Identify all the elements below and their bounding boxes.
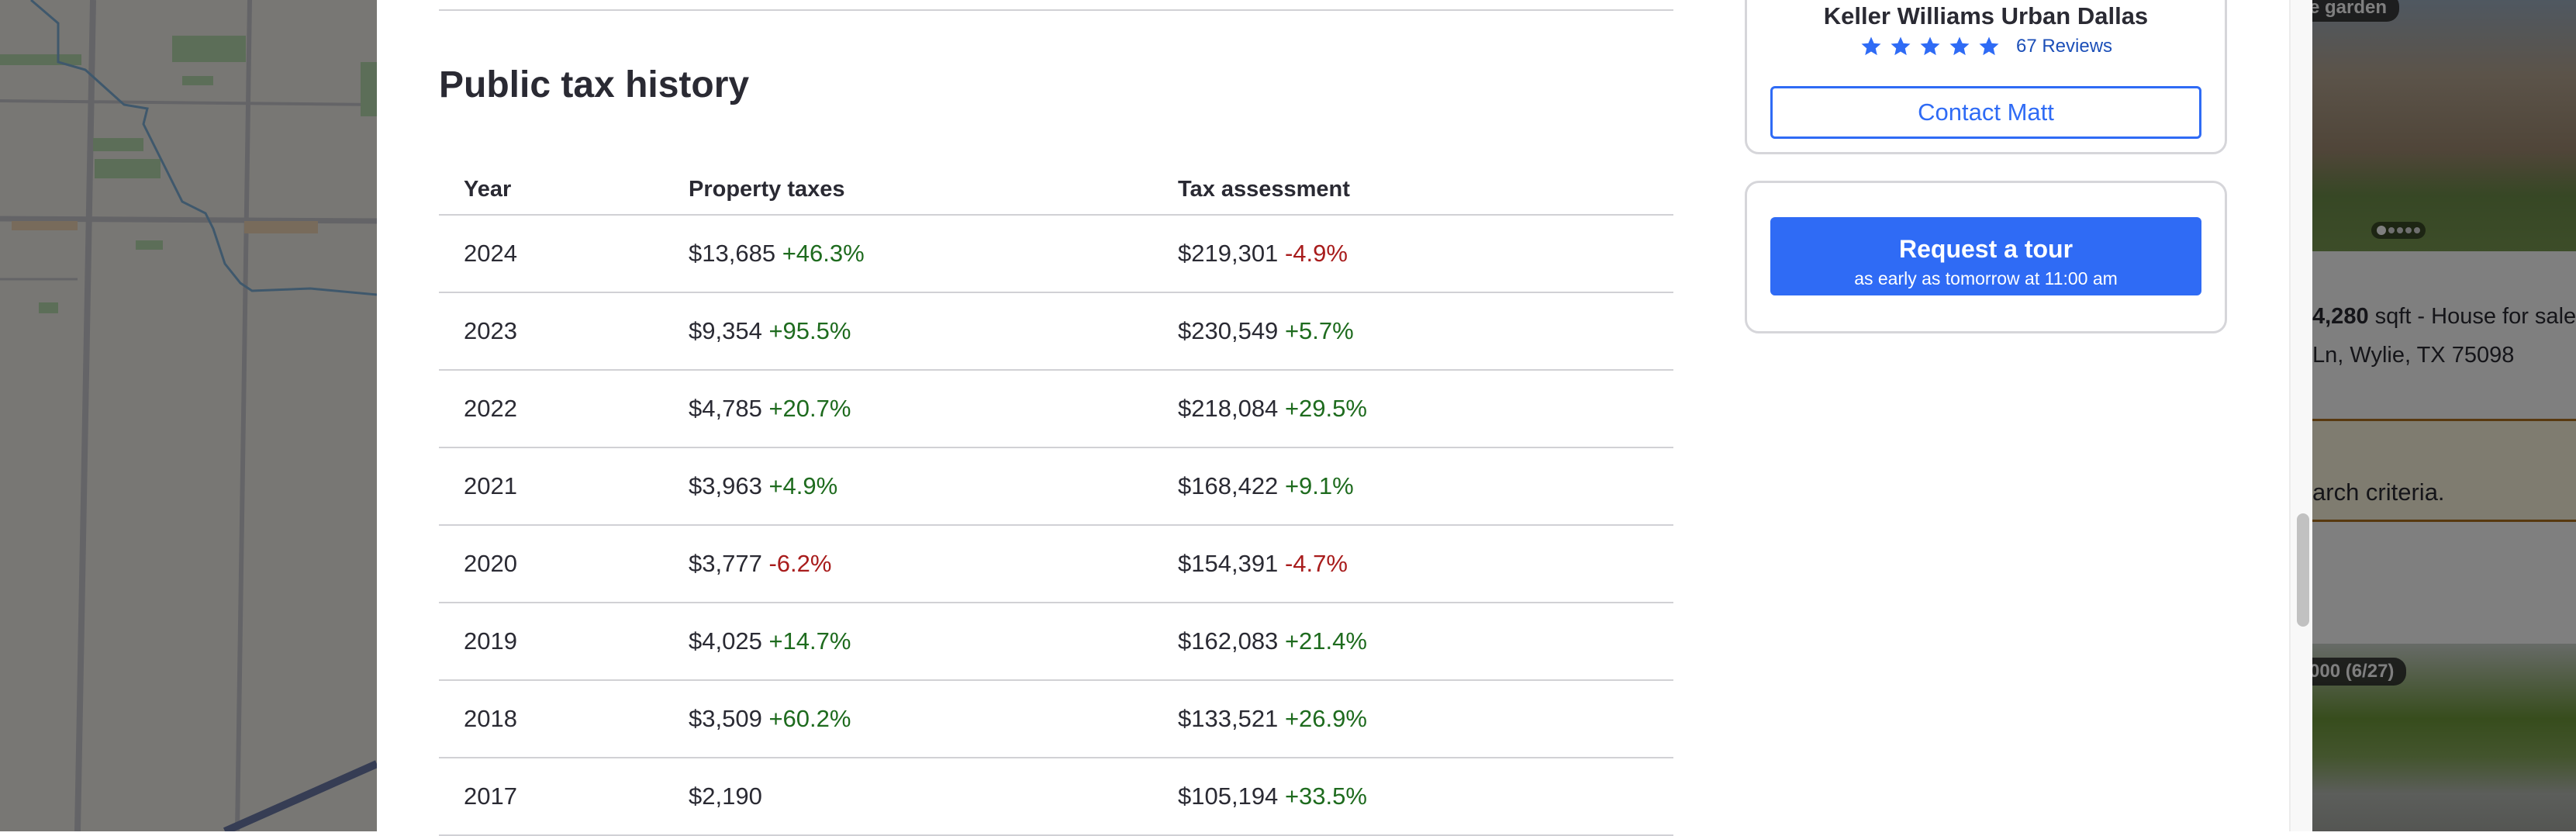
table-row: 2019 $4,025 +14.7% $162,083 +21.4%: [439, 603, 1673, 681]
assessment-value: $218,084: [1178, 395, 1279, 422]
tax-change: +20.7%: [768, 395, 851, 422]
star-icon: [1891, 36, 1911, 56]
section-title: Public tax history: [439, 64, 750, 105]
assessment-value: $230,549: [1178, 317, 1279, 344]
modal-backdrop[interactable]: [0, 0, 377, 831]
listings-panel: e garden 4,280 sqft - House for sale Ln,…: [2312, 0, 2576, 831]
assessment-change: +26.9%: [1284, 705, 1367, 732]
table-body: 2024 $13,685 +46.3% $219,301 -4.9% 2023 $9,3…: [439, 216, 1673, 836]
star-icon: [1979, 36, 1999, 56]
property-tax-cell: $4,025 +14.7%: [689, 627, 851, 655]
star-icon: [1949, 36, 1970, 56]
table-row: 2023 $9,354 +95.5% $230,549 +5.7%: [439, 293, 1673, 371]
assessment-change: +29.5%: [1284, 395, 1367, 422]
tax-change: -6.2%: [768, 550, 832, 577]
table-row: 2022 $4,785 +20.7% $218,084 +29.5%: [439, 371, 1673, 448]
table-row: 2020 $3,777 -6.2% $154,391 -4.7%: [439, 526, 1673, 603]
year-cell: 2020: [464, 550, 517, 577]
property-tax-cell: $2,190: [689, 782, 762, 810]
table-row: 2017 $2,190 $105,194 +33.5%: [439, 758, 1673, 836]
tax-change: +95.5%: [768, 317, 851, 344]
year-cell: 2023: [464, 317, 517, 344]
property-tax-cell: $4,785 +20.7%: [689, 395, 851, 423]
assessment-change: +5.7%: [1284, 317, 1354, 344]
tax-change: +4.9%: [768, 472, 838, 499]
tax-assessment-cell: $219,301 -4.9%: [1178, 240, 1348, 268]
tour-card: Request a tour as early as tomorrow at 1…: [1745, 181, 2227, 333]
tax-assessment-cell: $230,549 +5.7%: [1178, 317, 1354, 345]
table-row: 2024 $13,685 +46.3% $219,301 -4.9%: [439, 216, 1673, 293]
assessment-value: $162,083: [1178, 627, 1279, 655]
property-details-modal: Public tax history Year Property taxes T…: [377, 0, 2289, 836]
tax-change: +14.7%: [768, 627, 851, 655]
tax-value: $4,785: [689, 395, 762, 422]
tax-assessment-cell: $133,521 +26.9%: [1178, 705, 1367, 733]
contact-agent-button[interactable]: Contact Matt: [1770, 86, 2201, 139]
assessment-change: +21.4%: [1284, 627, 1367, 655]
property-tax-cell: $3,777 -6.2%: [689, 550, 831, 578]
assessment-value: $105,194: [1178, 782, 1279, 810]
year-cell: 2019: [464, 627, 517, 655]
tax-value: $13,685: [689, 240, 776, 267]
tax-value: $3,509: [689, 705, 762, 732]
tax-assessment-cell: $105,194 +33.5%: [1178, 782, 1367, 810]
tax-assessment-cell: $168,422 +9.1%: [1178, 472, 1354, 500]
agent-rating: 67 Reviews: [1747, 35, 2225, 58]
tax-value: $3,777: [689, 550, 762, 577]
property-tax-cell: $13,685 +46.3%: [689, 240, 865, 268]
scrollbar-thumb[interactable]: [2297, 513, 2309, 627]
assessment-change: -4.7%: [1284, 550, 1348, 577]
request-tour-button[interactable]: Request a tour as early as tomorrow at 1…: [1770, 217, 2201, 295]
tax-assessment-cell: $218,084 +29.5%: [1178, 395, 1367, 423]
agent-card: Keller Williams Urban Dallas 67 Reviews …: [1745, 0, 2227, 154]
section-divider: [439, 9, 1673, 11]
table-row: 2018 $3,509 +60.2% $133,521 +26.9%: [439, 681, 1673, 758]
year-cell: 2018: [464, 705, 517, 732]
header-property-taxes: Property taxes: [689, 177, 845, 202]
header-year: Year: [464, 177, 512, 202]
modal-scrollbar[interactable]: [2289, 0, 2312, 831]
table-row: 2021 $3,963 +4.9% $168,422 +9.1%: [439, 448, 1673, 526]
tax-history-table: Year Property taxes Tax assessment 2024 $…: [439, 155, 1673, 836]
assessment-value: $154,391: [1178, 550, 1279, 577]
table-header-row: Year Property taxes Tax assessment: [439, 155, 1673, 216]
reviews-link[interactable]: 67 Reviews: [2015, 36, 2113, 57]
agent-brokerage: Keller Williams Urban Dallas: [1823, 2, 2149, 29]
assessment-value: $168,422: [1178, 472, 1279, 499]
year-cell: 2017: [464, 782, 517, 810]
star-icon: [1861, 36, 1881, 56]
tax-assessment-cell: $162,083 +21.4%: [1178, 627, 1367, 655]
star-icon: [1920, 36, 1940, 56]
modal-backdrop[interactable]: [2312, 0, 2576, 831]
tax-change: +60.2%: [768, 705, 851, 732]
assessment-value: $133,521: [1178, 705, 1279, 732]
tax-assessment-cell: $154,391 -4.7%: [1178, 550, 1348, 578]
assessment-change: +9.1%: [1284, 472, 1354, 499]
tax-value: $9,354: [689, 317, 762, 344]
property-tax-cell: $9,354 +95.5%: [689, 317, 851, 345]
tax-value: $2,190: [689, 782, 762, 810]
assessment-change: +33.5%: [1284, 782, 1367, 810]
request-tour-label: Request a tour: [1898, 234, 2074, 263]
year-cell: 2024: [464, 240, 517, 267]
property-tax-cell: $3,963 +4.9%: [689, 472, 837, 500]
assessment-value: $219,301: [1178, 240, 1279, 267]
tax-value: $3,963: [689, 472, 762, 499]
header-tax-assessment: Tax assessment: [1178, 177, 1350, 202]
request-tour-sublabel: as early as tomorrow at 11:00 am: [1854, 268, 2118, 288]
assessment-change: -4.9%: [1284, 240, 1348, 267]
star-rating: [1859, 35, 2001, 58]
map-background[interactable]: [0, 0, 377, 831]
property-tax-cell: $3,509 +60.2%: [689, 705, 851, 733]
tax-value: $4,025: [689, 627, 762, 655]
tax-change: +46.3%: [782, 240, 865, 267]
year-cell: 2022: [464, 395, 517, 422]
year-cell: 2021: [464, 472, 517, 499]
